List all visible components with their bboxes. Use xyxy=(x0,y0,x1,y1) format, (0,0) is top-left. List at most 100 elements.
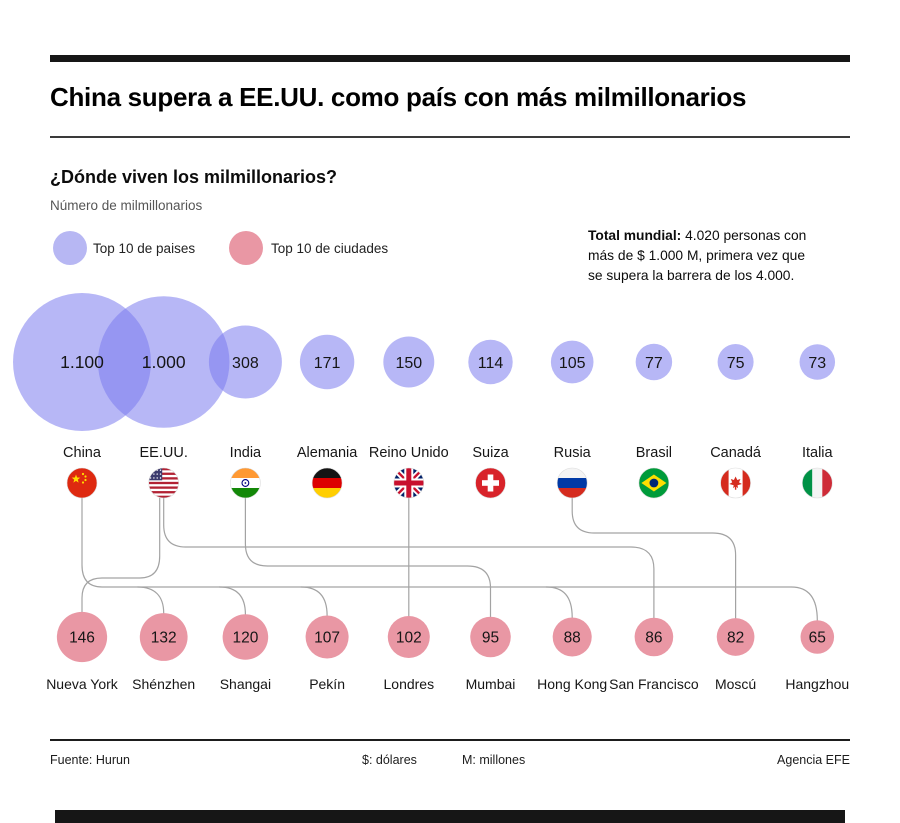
country-bubble-india xyxy=(208,325,282,399)
connector-china-hong-kong xyxy=(545,586,573,619)
connector-china-pekin xyxy=(300,586,328,617)
chart-title: ¿Dónde viven los milmillonarios? xyxy=(50,167,338,187)
connector-china-shangai xyxy=(218,586,246,615)
city-bubble-pekin xyxy=(305,615,349,659)
city-value-shenzhen: 132 xyxy=(151,630,177,647)
unit-note: Número de milmillonarios xyxy=(50,198,203,213)
country-value-suiza: 114 xyxy=(478,355,504,372)
city-bubble-nueva-york xyxy=(56,611,108,663)
flag-india-icon xyxy=(230,468,261,498)
city-value-moscu: 82 xyxy=(727,630,744,647)
country-bubble-suiza xyxy=(468,339,513,385)
legend-swatch-countries xyxy=(53,231,87,265)
country-value-rusia: 105 xyxy=(559,355,586,372)
city-value-pekin: 107 xyxy=(314,630,340,647)
city-label-mumbai: Mumbai xyxy=(466,676,516,692)
page-title: China supera a EE.UU. como país con más … xyxy=(50,82,747,112)
city-bubbles: 146 Nueva York 132 Shénzhen 120 Shangai 107 Pek… xyxy=(46,611,849,692)
city-label-san-francisco: San Francisco xyxy=(609,676,699,692)
connector-rusia-moscu xyxy=(571,497,737,619)
connector-ee-uu-nueva-york xyxy=(81,497,161,613)
country-value-alemania: 171 xyxy=(314,355,341,372)
country-bubble-alemania xyxy=(299,334,355,390)
flag-canada-outline xyxy=(720,467,751,499)
country-value-canada: 75 xyxy=(727,355,745,372)
flag-alemania-icon xyxy=(312,468,343,498)
world-total-text3: se supera la barrera de los 4.000. xyxy=(588,268,795,283)
country-label-rusia: Rusia xyxy=(554,445,592,461)
flag-suiza-outline xyxy=(475,467,506,499)
city-label-shenzhen: Shénzhen xyxy=(132,676,195,692)
country-label-reino-unido: Reino Unido xyxy=(369,445,449,461)
bottom-rule xyxy=(55,810,845,823)
connector-china-hangzhou xyxy=(81,497,818,621)
city-value-shangai: 120 xyxy=(232,630,258,647)
legend-label-countries: Top 10 de paises xyxy=(93,241,196,256)
country-label-ee-uu: EE.UU. xyxy=(140,445,188,461)
city-bubble-hangzhou xyxy=(800,620,835,654)
flag-reino-unido-outline xyxy=(393,467,425,499)
city-value-nueva-york: 146 xyxy=(69,630,95,647)
country-label-china: China xyxy=(63,445,102,461)
city-value-hangzhou: 65 xyxy=(809,630,826,647)
country-value-china: 1.100 xyxy=(60,352,104,372)
city-label-londres: Londres xyxy=(384,676,435,692)
footer-divider xyxy=(50,739,850,741)
world-total-label: Total mundial: xyxy=(588,228,682,243)
flag-italia-outline xyxy=(801,467,833,499)
source-credit: Fuente: Hurun xyxy=(50,753,130,767)
country-value-italia: 73 xyxy=(808,355,826,372)
country-label-alemania: Alemania xyxy=(297,445,358,461)
title-divider xyxy=(50,136,850,138)
city-bubble-londres xyxy=(387,615,430,659)
city-label-hangzhou: Hangzhou xyxy=(785,676,849,692)
flag-brasil-icon xyxy=(638,468,669,498)
flag-suiza-icon xyxy=(475,468,506,498)
country-label-canada: Canadá xyxy=(710,445,762,461)
connector-india-mumbai xyxy=(244,497,492,618)
city-bubble-shenzhen xyxy=(139,613,188,661)
country-value-ee-uu: 1.000 xyxy=(142,352,186,372)
world-total-line1: Total mundial: 4.020 personas con xyxy=(588,226,850,246)
country-bubble-canada xyxy=(717,343,754,381)
country-bubble-brasil xyxy=(635,343,673,381)
city-value-mumbai: 95 xyxy=(482,630,499,647)
country-bubble-rusia xyxy=(550,340,594,384)
legend-swatch-cities xyxy=(229,231,263,265)
city-label-hong-kong: Hong Kong xyxy=(537,676,607,692)
city-value-hong-kong: 88 xyxy=(564,630,581,647)
city-label-pekin: Pekín xyxy=(309,676,345,692)
country-city-connectors xyxy=(81,497,818,621)
country-label-suiza: Suiza xyxy=(472,445,509,461)
country-bubble-ee-uu xyxy=(97,296,230,428)
flag-reino-unido-icon xyxy=(393,468,424,498)
dollar-legend: $: dólares xyxy=(362,753,417,767)
agency-credit: Agencia EFE xyxy=(777,753,850,767)
country-value-brasil: 77 xyxy=(645,355,663,372)
city-bubble-moscu xyxy=(716,618,755,656)
connector-china-shenzhen xyxy=(137,586,165,614)
flag-eeuu-outline xyxy=(148,467,179,499)
flag-brasil-outline xyxy=(638,467,670,499)
country-value-reino-unido: 150 xyxy=(395,355,422,372)
top-rule xyxy=(50,55,850,62)
city-value-londres: 102 xyxy=(396,630,422,647)
flag-italia-icon xyxy=(802,468,833,498)
country-label-india: India xyxy=(230,445,262,461)
city-label-moscu: Moscú xyxy=(715,676,756,692)
millions-legend: M: millones xyxy=(462,753,526,767)
city-label-shangai: Shangai xyxy=(220,676,271,692)
country-bubble-reino-unido xyxy=(383,336,435,388)
legend-label-cities: Top 10 de ciudades xyxy=(271,241,389,256)
flag-rusia-icon xyxy=(557,468,588,498)
flag-india-outline xyxy=(230,467,261,499)
country-bubble-italia xyxy=(799,344,836,380)
world-total-text2: más de $ 1.000 M, primera vez que xyxy=(588,248,806,263)
city-bubble-mumbai xyxy=(470,616,511,658)
flag-china-icon xyxy=(67,468,97,498)
city-bubble-hong-kong xyxy=(552,617,592,657)
flag-alemania-outline xyxy=(311,467,343,499)
city-bubble-san-francisco xyxy=(634,617,674,657)
flag-canada-icon xyxy=(720,468,751,498)
